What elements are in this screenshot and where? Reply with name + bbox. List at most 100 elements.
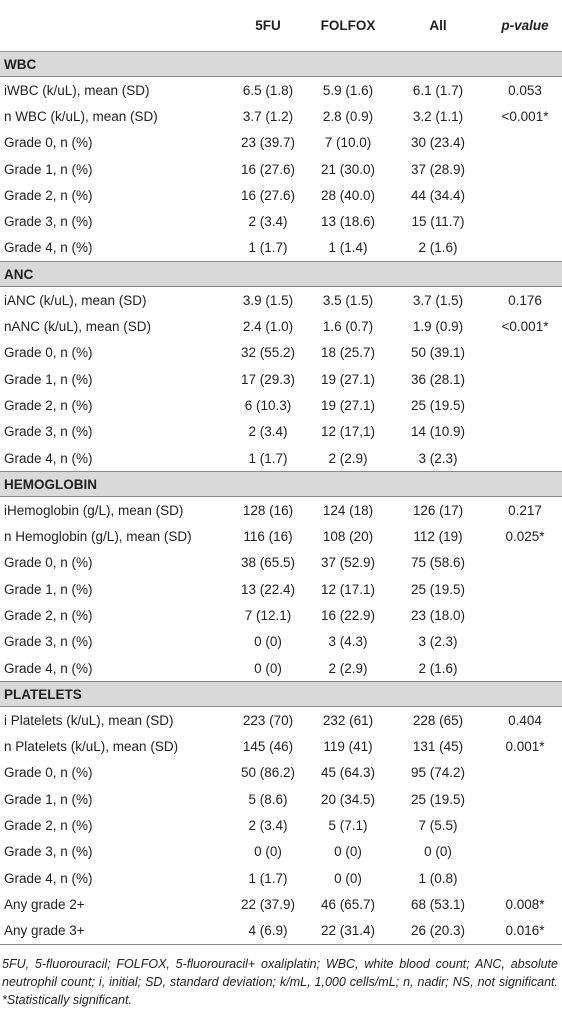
- row-label: Grade 3, n (%): [4, 844, 93, 860]
- cell: 0.053: [508, 82, 542, 98]
- cell: 0.404: [508, 712, 542, 728]
- cell: 23 (18.0): [410, 607, 466, 623]
- cell: 19 (27.1): [320, 371, 376, 387]
- data-row: Grade 4, n (%) 1 (1.7) 1 (1.4) 2 (1.6): [0, 235, 562, 262]
- cell: 20 (34.5): [320, 791, 376, 807]
- cell: 22 (31.4): [308, 917, 388, 945]
- row-label: n Platelets (k/uL), mean (SD): [4, 739, 179, 755]
- cell: 3.5 (1.5): [322, 292, 374, 308]
- cell: 5 (7.1): [328, 818, 368, 834]
- data-row: Grade 3, n (%) 0 (0) 3 (4.3) 3 (2.3): [0, 629, 562, 655]
- cell: 2 (3.4): [248, 214, 288, 230]
- cell: 228 (65): [412, 712, 464, 728]
- data-table: 5FU FOLFOX All p-value WBC iWBC (k/uL), mean…: [0, 0, 562, 945]
- row-label: Grade 0, n (%): [4, 345, 93, 361]
- cell: 0.016*: [488, 917, 562, 945]
- cell: 4 (6.9): [228, 917, 308, 945]
- cell: 1 (1.7): [248, 240, 288, 256]
- cell: 112 (19): [413, 529, 463, 545]
- cell: 124 (18): [322, 502, 374, 518]
- cell: 75 (58.6): [410, 555, 466, 571]
- row-label: i Platelets (k/uL), mean (SD): [4, 712, 174, 728]
- cell: 3.2 (1.1): [412, 108, 464, 124]
- header-cell: [0, 0, 228, 52]
- cell: [488, 602, 562, 628]
- row-label: Grade 0, n (%): [4, 765, 93, 781]
- cell: [488, 156, 562, 182]
- cell: 16 (27.6): [240, 161, 296, 177]
- cell: 116 (16): [243, 529, 293, 545]
- data-row: Grade 0, n (%) 50 (86.2) 45 (64.3) 95 (74.2…: [0, 760, 562, 786]
- cell: 3 (4.3): [328, 634, 368, 650]
- row-label: Grade 0, n (%): [4, 135, 93, 151]
- row-label: Grade 3, n (%): [4, 634, 93, 650]
- row-label: Grade 2, n (%): [4, 187, 93, 203]
- cell: 0.025*: [505, 529, 545, 545]
- row-label: n Hemoglobin (g/L), mean (SD): [4, 529, 192, 545]
- section-row: HEMOGLOBIN: [0, 471, 562, 498]
- data-row: Any grade 2+ 22 (37.9) 46 (65.7) 68 (53.1) 0…: [0, 891, 562, 917]
- row-label: iHemoglobin (g/L), mean (SD): [4, 502, 184, 518]
- row-label: n WBC (k/uL), mean (SD): [4, 108, 158, 124]
- cell: 37 (52.9): [320, 555, 376, 571]
- cell: 1 (0.8): [418, 870, 458, 886]
- cell: [488, 839, 562, 865]
- cell: [488, 130, 562, 156]
- cell: [488, 576, 562, 602]
- cell: 7 (12.1): [244, 607, 292, 623]
- cell: 128 (16): [242, 502, 294, 518]
- row-label: Grade 1, n (%): [4, 371, 93, 387]
- row-label: Any grade 3+: [0, 917, 228, 945]
- row-label: Grade 1, n (%): [4, 791, 93, 807]
- cell: 0 (0): [334, 870, 362, 886]
- row-label: Grade 2, n (%): [4, 818, 93, 834]
- data-row: iHemoglobin (g/L), mean (SD) 128 (16) 124 …: [0, 497, 562, 524]
- cell: 2 (3.4): [248, 818, 288, 834]
- cell: 232 (61): [322, 712, 374, 728]
- row-label: Grade 1, n (%): [4, 161, 93, 177]
- cell: [488, 760, 562, 786]
- cell: 1 (1.7): [248, 450, 288, 466]
- section-title: PLATELETS: [0, 681, 562, 708]
- cell: 3.9 (1.5): [242, 292, 294, 308]
- data-row: iANC (k/uL), mean (SD) 3.9 (1.5) 3.5 (1.5)…: [0, 287, 562, 314]
- cell: 1.6 (0.7): [322, 319, 374, 335]
- row-label: Grade 4, n (%): [4, 450, 93, 466]
- cell: [488, 786, 562, 812]
- data-row: Grade 3, n (%) 0 (0) 0 (0) 0 (0): [0, 839, 562, 865]
- row-label: iANC (k/uL), mean (SD): [4, 292, 147, 308]
- cell: 22 (37.9): [240, 896, 296, 912]
- data-row: Grade 1, n (%) 16 (27.6) 21 (30.0) 37 (28.9…: [0, 156, 562, 182]
- cell: 36 (28.1): [410, 371, 466, 387]
- data-row: Grade 4, n (%) 1 (1.7) 2 (2.9) 3 (2.3): [0, 445, 562, 472]
- row-label: iWBC (k/uL), mean (SD): [4, 82, 150, 98]
- cell: 5.9 (1.6): [322, 82, 374, 98]
- cell: 3 (2.3): [418, 634, 458, 650]
- cell: 25 (19.5): [410, 397, 466, 413]
- data-row: Grade 1, n (%) 5 (8.6) 20 (34.5) 25 (19.5): [0, 786, 562, 812]
- row-label: Any grade 2+: [4, 896, 85, 912]
- cell: 2 (2.9): [328, 660, 368, 676]
- cell: 12 (17.1): [320, 581, 376, 597]
- section-row: PLATELETS: [0, 681, 562, 708]
- cell: 19 (27.1): [320, 397, 376, 413]
- cell: 46 (65.7): [320, 896, 376, 912]
- data-row: iWBC (k/uL), mean (SD) 6.5 (1.8) 5.9 (1.6)…: [0, 77, 562, 104]
- footnote: 5FU, 5-fluorouracil; FOLFOX, 5-fluoroura…: [2, 956, 558, 1007]
- cell: 3.7 (1.2): [242, 108, 294, 124]
- row-label: Grade 3, n (%): [4, 214, 93, 230]
- data-row: Grade 2, n (%) 2 (3.4) 5 (7.1) 7 (5.5): [0, 812, 562, 838]
- data-row: Grade 4, n (%) 1 (1.7) 0 (0) 1 (0.8): [0, 865, 562, 891]
- data-row: nANC (k/uL), mean (SD) 2.4 (1.0) 1.6 (0.7)…: [0, 313, 562, 339]
- cell: 37 (28.9): [410, 161, 466, 177]
- table-body: WBC iWBC (k/uL), mean (SD) 6.5 (1.8) 5.9 (1…: [0, 51, 562, 945]
- data-row: n Platelets (k/uL), mean (SD) 145 (46) 119…: [0, 734, 562, 760]
- cell: 32 (55.2): [240, 345, 296, 361]
- section-title: WBC: [0, 51, 562, 77]
- cell: [488, 366, 562, 392]
- cell: 2.8 (0.9): [322, 108, 374, 124]
- data-row: Any grade 3+ 4 (6.9) 22 (31.4) 26 (20.3) 0.0…: [0, 917, 562, 945]
- cell: 126 (17): [412, 502, 464, 518]
- cell: 13 (18.6): [320, 214, 376, 230]
- cell: 2 (1.6): [418, 660, 458, 676]
